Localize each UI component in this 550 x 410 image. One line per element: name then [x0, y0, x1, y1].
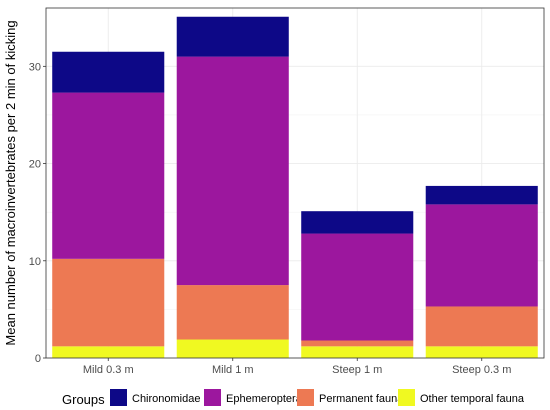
bar-segment-ephemeroptera: [425, 204, 538, 307]
legend-key: [398, 389, 415, 406]
legend: Groups Chironomidae Ephemeroptera Permanen…: [62, 389, 525, 407]
legend-title: Groups: [62, 392, 105, 407]
legend-key: [297, 389, 314, 406]
bar-segment-chironomidae: [176, 16, 289, 57]
y-tick-label: 10: [29, 256, 41, 268]
x-tick-label: Mild 1 m: [212, 364, 254, 376]
y-tick-label: 20: [29, 159, 41, 171]
bars: [52, 16, 538, 358]
bar-segment-other-temporal-fauna: [425, 346, 538, 358]
y-axis: 0 10 20 30: [29, 61, 46, 365]
y-tick-label: 30: [29, 61, 41, 73]
x-tick-label: Mild 0.3 m: [83, 364, 134, 376]
bar-segment-permanent-fauna: [425, 306, 538, 347]
bar-segment-other-temporal-fauna: [301, 346, 414, 358]
legend-label: Permanent fauna: [319, 393, 404, 405]
legend-label: Ephemeroptera: [226, 393, 303, 405]
bar-segment-chironomidae: [425, 185, 538, 205]
bar-segment-chironomidae: [301, 211, 414, 234]
legend-key: [204, 389, 221, 406]
legend-key: [110, 389, 127, 406]
bar-segment-ephemeroptera: [176, 56, 289, 286]
bar-segment-permanent-fauna: [52, 258, 165, 347]
bar-segment-other-temporal-fauna: [52, 346, 165, 358]
x-axis: Mild 0.3 m Mild 1 m Steep 1 m Steep 0.3 m: [83, 358, 511, 376]
bar-segment-chironomidae: [52, 51, 165, 93]
y-tick-label: 0: [35, 353, 41, 365]
bar-segment-ephemeroptera: [52, 92, 165, 259]
x-tick-label: Steep 1 m: [332, 364, 382, 376]
x-tick-label: Steep 0.3 m: [452, 364, 511, 376]
panel-border: [45, 7, 545, 359]
legend-label: Other temporal fauna: [420, 393, 525, 405]
bar-segment-permanent-fauna: [176, 285, 289, 340]
bar-segment-permanent-fauna: [301, 340, 414, 347]
bar-segment-other-temporal-fauna: [176, 339, 289, 358]
bar-segment-ephemeroptera: [301, 233, 414, 341]
y-axis-title: Mean number of macroinvertebrates per 2 …: [3, 20, 18, 345]
legend-label: Chironomidae: [132, 393, 200, 405]
